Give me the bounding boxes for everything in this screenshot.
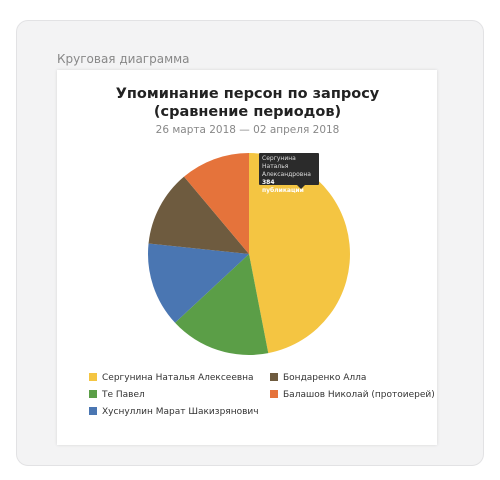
legend-item[interactable]: Сергунина Наталья Алексеевна [89,373,254,383]
legend-item[interactable]: Те Павел [89,390,145,400]
pie-slice [184,153,249,254]
tooltip-value: 384 публикации [262,179,304,194]
legend-item[interactable]: Хуснуллин Марат Шакизрянович [89,407,259,417]
panel-heading: Круговая диаграмма [57,52,190,66]
legend-label: Те Павел [102,390,145,400]
pie-slice [175,254,269,355]
legend-item[interactable]: Балашов Николай (протоиерей) [270,390,435,400]
legend-label: Балашов Николай (протоиерей) [283,390,435,400]
chart-title: Упоминание персон по запросу (сравнение … [115,86,380,120]
pie-slice [249,153,350,354]
tooltip: Сергунина Наталья Александровна 384 публ… [259,153,319,194]
chart-subtitle: 26 марта 2018 — 02 апреля 2018 [155,124,340,136]
pie-slice [148,176,249,254]
legend-label: Хуснуллин Марат Шакизрянович [102,407,259,417]
legend-swatch [89,373,97,381]
legend-swatch [89,390,97,398]
legend-label: Бондаренко Алла [283,373,367,383]
legend-label: Сергунина Наталья Алексеевна [102,373,254,383]
tooltip-title: Сергунина Наталья Александровна [262,155,311,178]
legend-swatch [270,373,278,381]
pie-slice [148,243,249,323]
legend-item[interactable]: Бондаренко Алла [270,373,366,383]
legend-swatch [270,390,278,398]
legend-swatch [89,407,97,415]
